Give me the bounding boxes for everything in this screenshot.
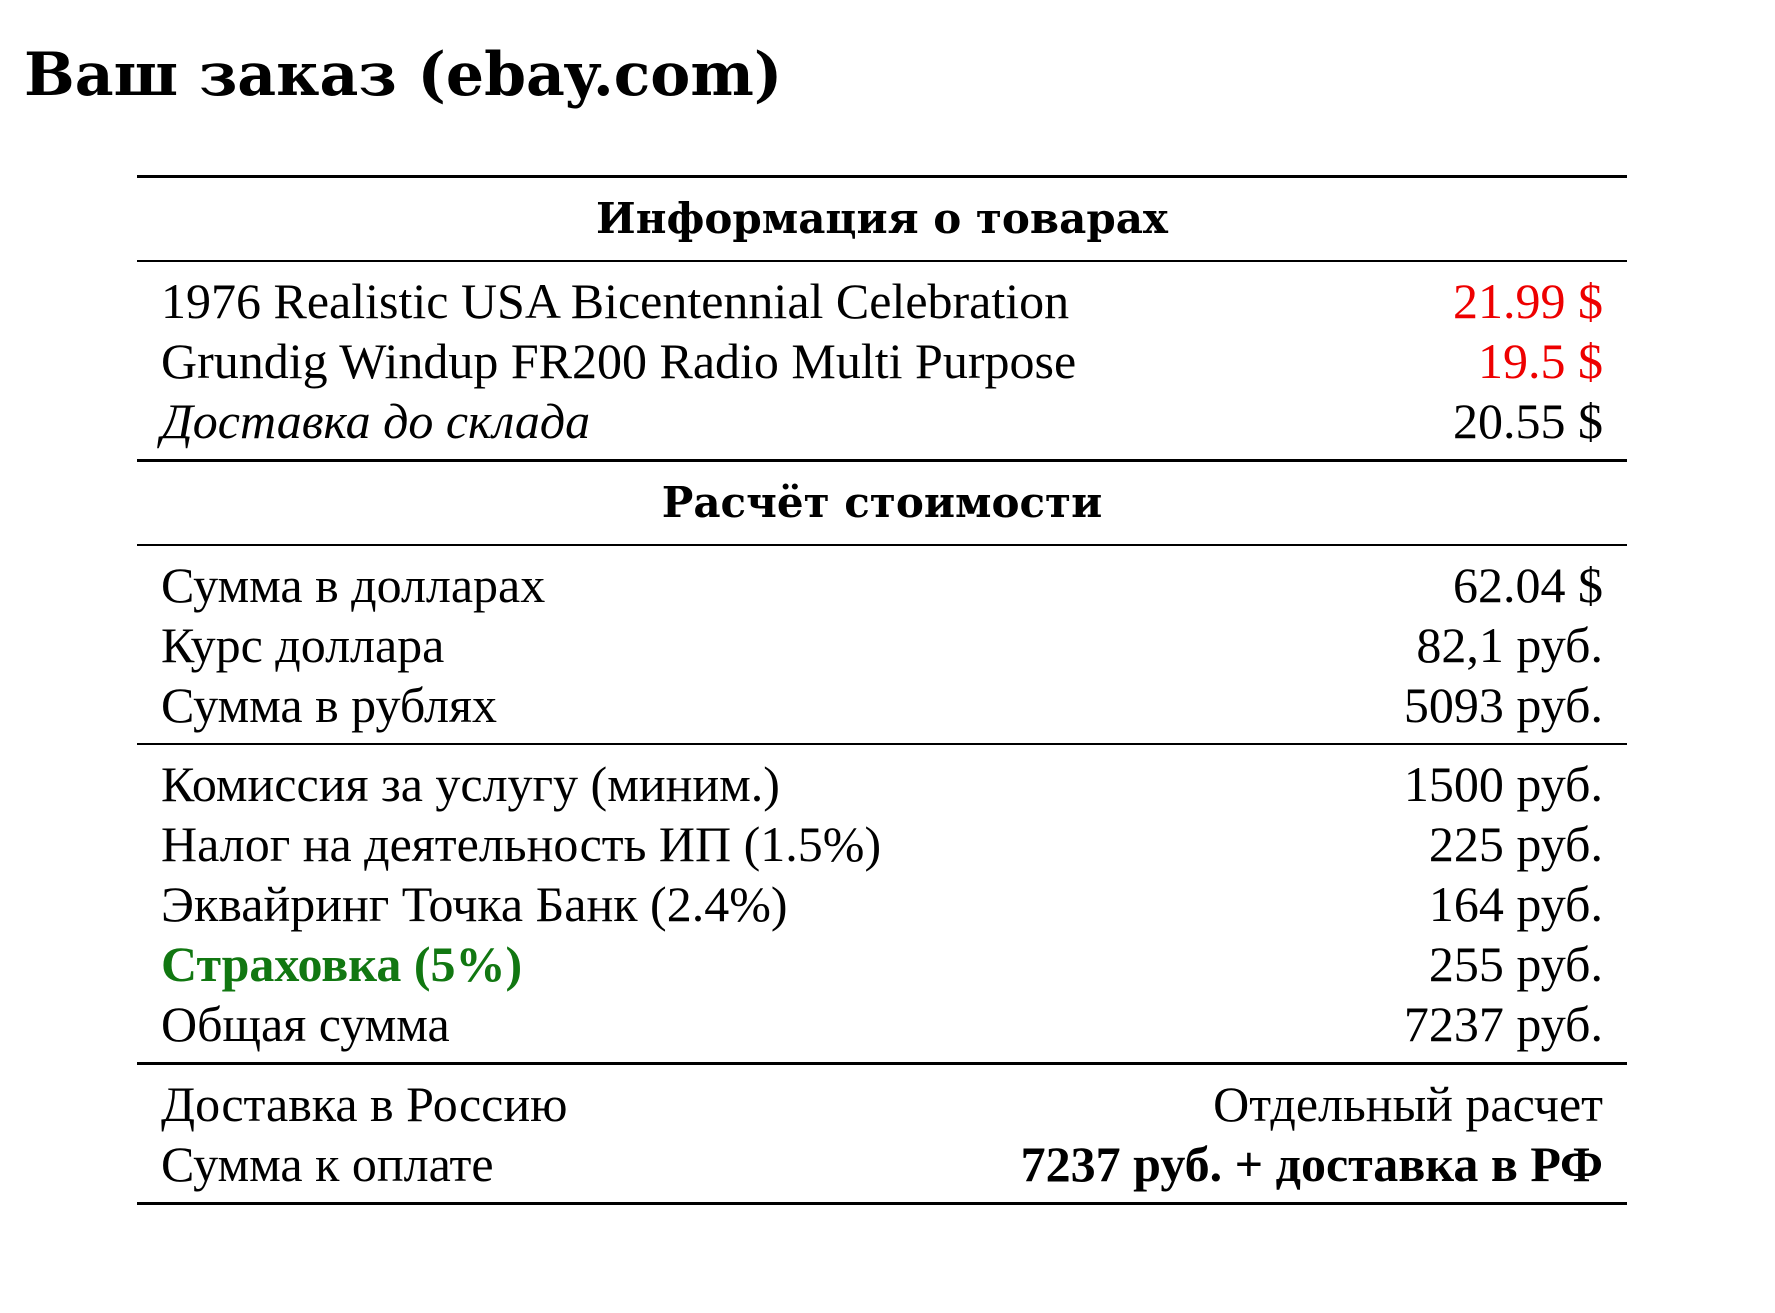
fee-label: Эквайринг Точка Банк (2.4%) <box>161 876 788 932</box>
table-top-rule <box>137 175 1627 178</box>
table-bottom-rule <box>137 1202 1627 1205</box>
conversion-value: 5093 руб. <box>1403 677 1603 733</box>
products-bottom-rule <box>137 459 1627 462</box>
products-group: 1976 Realistic USA Bicentennial Celebrat… <box>137 262 1627 459</box>
product-name: Grundig Windup FR200 Radio Multi Purpose <box>161 333 1077 389</box>
product-row: Grundig Windup FR200 Radio Multi Purpose… <box>137 331 1627 391</box>
calculation-heading: Расчёт стоимости <box>661 478 1103 527</box>
final-group: Доставка в Россию Отдельный расчет Сумма… <box>137 1065 1627 1202</box>
calculation-heading-rule <box>137 544 1627 546</box>
warehouse-delivery-row: Доставка до склада 20.55 $ <box>137 391 1627 451</box>
total-label: Общая сумма <box>161 996 450 1052</box>
conversion-group: Сумма в долларах 62.04 $ Курс доллара 82… <box>137 546 1627 743</box>
amount-due-row: Сумма к оплате 7237 руб. + доставка в РФ <box>137 1134 1627 1194</box>
conversion-row: Курс доллара 82,1 руб. <box>137 615 1627 675</box>
product-price: 19.5 $ <box>1478 333 1603 389</box>
insurance-label: Страховка (5%) <box>161 936 523 992</box>
total-value: 7237 руб. <box>1403 996 1603 1052</box>
products-heading-rule <box>137 260 1627 262</box>
conversion-value: 82,1 руб. <box>1416 617 1603 673</box>
delivery-russia-value: Отдельный расчет <box>1213 1076 1603 1132</box>
conversion-label: Сумма в долларах <box>161 557 546 613</box>
delivery-russia-label: Доставка в Россию <box>161 1076 568 1132</box>
product-name: 1976 Realistic USA Bicentennial Celebrat… <box>161 273 1070 329</box>
fee-label: Комиссия за услугу (миним.) <box>161 756 780 812</box>
fee-value: 1500 руб. <box>1403 756 1603 812</box>
product-price: 21.99 $ <box>1453 273 1603 329</box>
warehouse-delivery-label: Доставка до склада <box>161 393 591 449</box>
products-heading: Информация о товарах <box>596 194 1168 243</box>
total-row: Общая сумма 7237 руб. <box>137 994 1627 1054</box>
fees-bottom-rule <box>137 1062 1627 1065</box>
fee-row: Налог на деятельность ИП (1.5%) 225 руб. <box>137 814 1627 874</box>
conversion-row: Сумма в долларах 62.04 $ <box>137 555 1627 615</box>
conversion-bottom-rule <box>137 743 1627 745</box>
amount-due-label: Сумма к оплате <box>161 1136 494 1192</box>
fee-row: Комиссия за услугу (миним.) 1500 руб. <box>137 754 1627 814</box>
conversion-label: Сумма в рублях <box>161 677 498 733</box>
fee-value: 164 руб. <box>1428 876 1603 932</box>
insurance-value: 255 руб. <box>1428 936 1603 992</box>
fee-label: Налог на деятельность ИП (1.5%) <box>161 816 882 872</box>
product-row: 1976 Realistic USA Bicentennial Celebrat… <box>137 271 1627 331</box>
fees-group: Комиссия за услугу (миним.) 1500 руб. На… <box>137 745 1627 1062</box>
fee-value: 225 руб. <box>1428 816 1603 872</box>
page-title: Ваш заказ (ebay.com) <box>24 40 783 110</box>
order-summary-table: Информация о товарах 1976 Realistic USA … <box>137 175 1627 1205</box>
amount-due-value: 7237 руб. + доставка в РФ <box>1020 1136 1603 1192</box>
conversion-label: Курс доллара <box>161 617 445 673</box>
conversion-row: Сумма в рублях 5093 руб. <box>137 675 1627 735</box>
warehouse-delivery-value: 20.55 $ <box>1453 393 1603 449</box>
conversion-value: 62.04 $ <box>1453 557 1603 613</box>
insurance-row: Страховка (5%) 255 руб. <box>137 934 1627 994</box>
delivery-russia-row: Доставка в Россию Отдельный расчет <box>137 1074 1627 1134</box>
fee-row: Эквайринг Точка Банк (2.4%) 164 руб. <box>137 874 1627 934</box>
